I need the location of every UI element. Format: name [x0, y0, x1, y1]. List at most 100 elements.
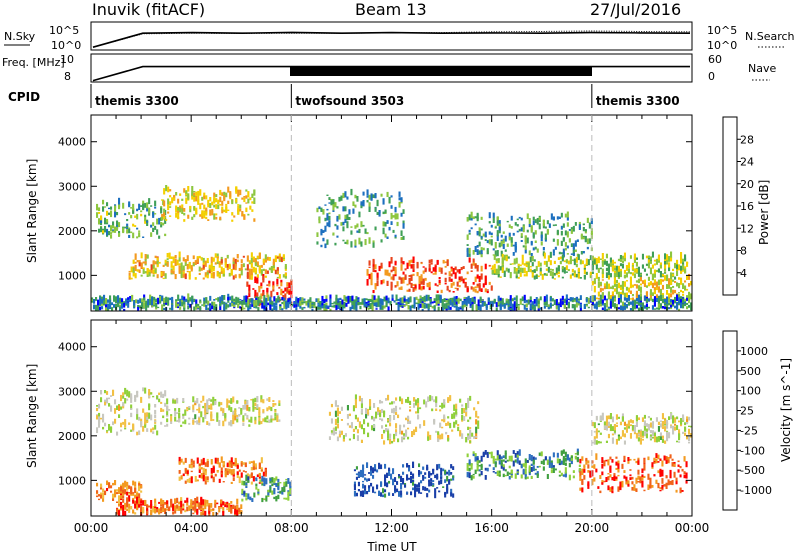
- power-echo-cell: [182, 265, 185, 271]
- power-echo-cell: [223, 295, 226, 300]
- velocity-echo-cell: [399, 424, 402, 431]
- power-echo-cell: [264, 254, 267, 260]
- velocity-echo-cell: [595, 440, 598, 445]
- power-echo-cell: [335, 305, 338, 311]
- power-echo-cell: [505, 267, 508, 272]
- power-echo-cell: [400, 264, 403, 271]
- power-echo-cell: [418, 284, 421, 288]
- velocity-echo-cell: [576, 457, 579, 463]
- velocity-echo-cell: [353, 469, 356, 472]
- velocity-echo-cell: [244, 404, 247, 407]
- velocity-echo-cell: [478, 460, 481, 463]
- velocity-echo-cell: [232, 477, 235, 481]
- velocity-echo-cell: [603, 422, 606, 425]
- power-echo-cell: [647, 262, 650, 269]
- power-echo-cell: [483, 302, 486, 307]
- power-echo-cell: [211, 305, 214, 310]
- velocity-echo-cell: [277, 478, 280, 483]
- power-echo-cell: [237, 303, 240, 308]
- velocity-echo-cell: [526, 460, 529, 463]
- velocity-echo-cell: [367, 412, 370, 415]
- power-echo-cell: [357, 303, 360, 306]
- power-echo-cell: [318, 218, 321, 224]
- velocity-echo-cell: [404, 484, 407, 488]
- power-echo-cell: [676, 304, 679, 310]
- velocity-echo-cell: [206, 406, 209, 413]
- power-echo-cell: [384, 233, 387, 238]
- velocity-echo-cell: [591, 465, 594, 468]
- power-echo-cell: [543, 296, 546, 302]
- velocity-echo-cell: [532, 465, 535, 471]
- velocity-echo-cell: [471, 432, 474, 437]
- power-echo-cell: [649, 289, 652, 296]
- power-echo-cell: [668, 280, 671, 286]
- power-echo-cell: [132, 203, 135, 211]
- power-echo-cell: [287, 302, 290, 308]
- power-echo-cell: [366, 279, 369, 286]
- velocity-echo-cell: [346, 414, 349, 419]
- velocity-echo-cell: [210, 468, 213, 474]
- velocity-echo-cell: [615, 476, 618, 480]
- power-echo-cell: [249, 298, 252, 302]
- velocity-echo-cell: [459, 432, 462, 436]
- power-echo-cell: [95, 304, 98, 311]
- power-echo-cell: [354, 245, 357, 248]
- velocity-echo-cell: [359, 490, 362, 497]
- velocity-echo-cell: [152, 395, 155, 398]
- velocity-echo-cell: [686, 422, 689, 425]
- power-echo-cell: [154, 206, 157, 209]
- power-echo-cell: [139, 305, 142, 309]
- velocity-echo-cell: [188, 406, 191, 410]
- power-echo-cell: [536, 218, 539, 225]
- velocity-echo-cell: [400, 490, 403, 496]
- velocity-echo-cell: [192, 419, 195, 425]
- velocity-echo-cell: [381, 434, 384, 439]
- power-echo-cell: [506, 243, 509, 247]
- power-echo-cell: [575, 302, 578, 308]
- power-echo-cell: [160, 224, 163, 228]
- power-echo-cell: [237, 204, 240, 206]
- power-echo-cell: [276, 284, 279, 287]
- velocity-echo-cell: [447, 437, 450, 442]
- velocity-echo-cell: [578, 464, 581, 467]
- velocity-echo-cell: [623, 475, 626, 479]
- velocity-echo-cell: [216, 412, 219, 418]
- power-echo-cell: [502, 244, 505, 249]
- power-echo-cell: [360, 203, 363, 209]
- velocity-echo-cell: [166, 500, 169, 507]
- power-echo-cell: [280, 288, 283, 296]
- velocity-echo-cell: [360, 398, 363, 404]
- velocity-echo-cell: [118, 504, 121, 507]
- power-echo-cell: [613, 297, 616, 301]
- power-echo-cell: [625, 280, 628, 282]
- power-echo-cell: [268, 257, 271, 261]
- power-echo-cell: [470, 286, 473, 290]
- velocity-echo-cell: [242, 422, 245, 426]
- velocity-echo-cell: [432, 480, 435, 482]
- power-echo-cell: [295, 299, 298, 304]
- power-echo-cell: [272, 285, 275, 290]
- power-echo-cell: [649, 297, 652, 300]
- power-echo-cell: [351, 295, 354, 301]
- power-echo-cell: [142, 268, 145, 274]
- velocity-echo-cell: [672, 431, 675, 435]
- power-echo-cell: [161, 304, 164, 311]
- power-echo-cell: [452, 291, 455, 293]
- power-echo-cell: [437, 294, 440, 301]
- power-echo-cell: [318, 206, 321, 210]
- power-echo-cell: [530, 242, 533, 246]
- power-echo-cell: [284, 273, 287, 278]
- power-echo-cell: [145, 303, 148, 308]
- velocity-echo-cell: [659, 435, 662, 440]
- power-echo-cell: [572, 249, 575, 254]
- power-echo-cell: [149, 294, 152, 301]
- power-echo-cell: [106, 219, 109, 223]
- velocity-echo-cell: [132, 424, 135, 431]
- velocity-echo-cell: [393, 407, 396, 414]
- velocity-echo-cell: [208, 398, 211, 402]
- velocity-echo-cell: [534, 468, 537, 471]
- power-echo-cell: [575, 257, 578, 263]
- velocity-echo-cell: [455, 408, 458, 415]
- power-echo-cell: [412, 273, 415, 276]
- power-echo-cell: [478, 250, 481, 255]
